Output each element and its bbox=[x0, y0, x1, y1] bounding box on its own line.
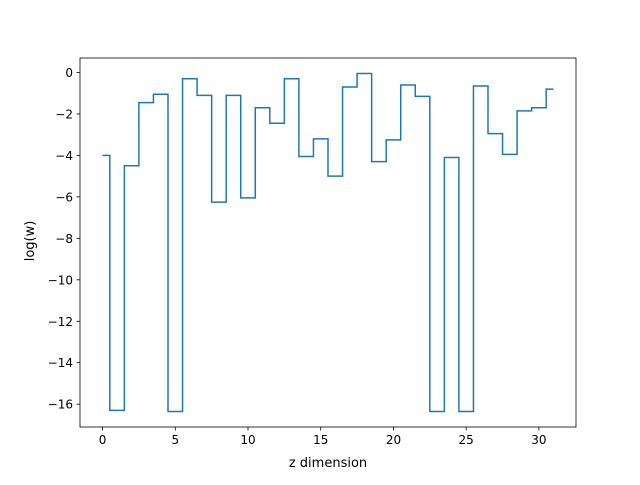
y-tick-label: −2 bbox=[55, 107, 73, 121]
y-tick-label: −4 bbox=[55, 149, 73, 163]
y-axis-label: log(w) bbox=[23, 221, 38, 262]
x-tick-label: 0 bbox=[99, 433, 107, 447]
x-axis-label: z dimension bbox=[289, 456, 367, 471]
y-axis: 0 −2 −4 −6 −8 −10 −12 −14 −16 bbox=[48, 66, 80, 412]
x-tick-label: 25 bbox=[459, 433, 474, 447]
x-tick-label: 10 bbox=[240, 433, 255, 447]
x-tick-label: 20 bbox=[386, 433, 401, 447]
x-tick-label: 15 bbox=[313, 433, 328, 447]
y-tick-label: −8 bbox=[55, 232, 73, 246]
y-tick-label: −10 bbox=[48, 273, 73, 287]
y-tick-label: −16 bbox=[48, 398, 73, 412]
y-tick-label: −6 bbox=[55, 190, 73, 204]
x-tick-label: 30 bbox=[531, 433, 546, 447]
x-axis: 0 5 10 15 20 25 30 bbox=[99, 427, 547, 447]
y-tick-label: −14 bbox=[48, 356, 73, 370]
y-tick-label: 0 bbox=[65, 66, 73, 80]
x-tick-label: 5 bbox=[171, 433, 179, 447]
series-line bbox=[102, 72, 554, 413]
axes-frame bbox=[79, 57, 577, 428]
y-tick-label: −12 bbox=[48, 315, 73, 329]
plot-area bbox=[79, 57, 577, 428]
